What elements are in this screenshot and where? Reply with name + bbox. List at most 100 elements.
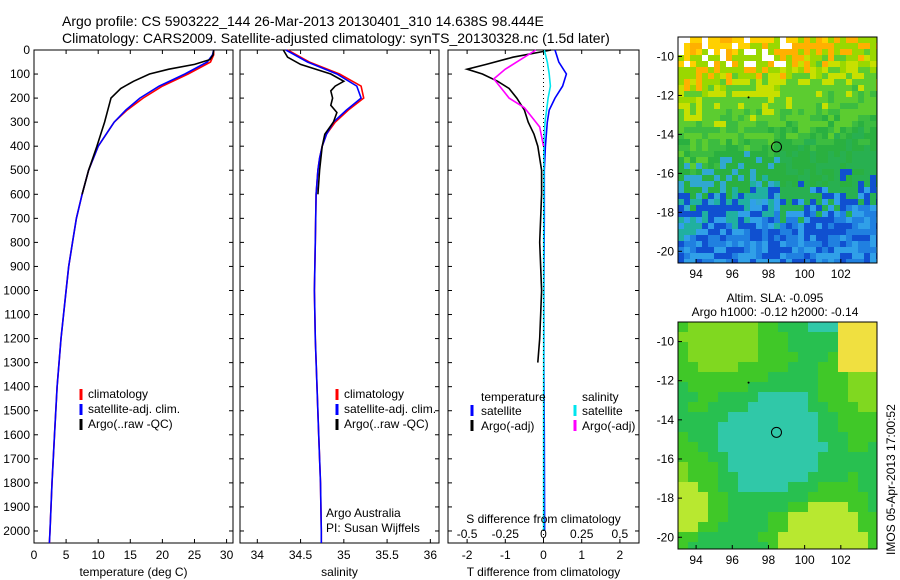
sst_map-cell bbox=[858, 211, 864, 217]
sst_map-cell bbox=[798, 133, 804, 139]
sst_map-cell bbox=[690, 193, 696, 199]
sst_map-cell bbox=[864, 253, 870, 259]
sst_map-cell bbox=[804, 187, 810, 193]
sst_map-cell bbox=[870, 55, 876, 61]
sst_map-ytick-label: -14 bbox=[657, 127, 675, 141]
sst_map-cell bbox=[816, 115, 822, 121]
sla_map-cell bbox=[728, 352, 738, 362]
salinity-xtick-label: 35 bbox=[337, 548, 351, 562]
sst_map-cell bbox=[750, 205, 756, 211]
sst_map-cell bbox=[726, 55, 732, 61]
sst_map-cell bbox=[846, 181, 852, 187]
sst_map-cell bbox=[762, 235, 768, 241]
sla_map-cell bbox=[698, 452, 708, 462]
sla_map-cell bbox=[758, 382, 768, 392]
sst_map-cell bbox=[810, 163, 816, 169]
sla_map-cell bbox=[698, 482, 708, 492]
temperature-legend-label: climatology bbox=[88, 387, 148, 401]
sst_map-cell bbox=[756, 109, 762, 115]
sst_map-cell bbox=[852, 211, 858, 217]
sst_map-cell bbox=[690, 85, 696, 91]
sla_map-cell bbox=[798, 492, 808, 502]
sst_map-cell bbox=[750, 259, 756, 263]
sst_map-cell bbox=[678, 241, 684, 247]
sst_map-cell bbox=[858, 37, 864, 43]
sst_map-cell bbox=[768, 103, 774, 109]
sst_map-cell bbox=[732, 91, 738, 97]
sst_map-cell bbox=[702, 109, 708, 115]
temperature-legend-label: satellite-adj. clim. bbox=[88, 402, 180, 416]
sst_map-cell bbox=[828, 181, 834, 187]
sst_map-cell bbox=[684, 55, 690, 61]
sst_map-cell bbox=[678, 139, 684, 145]
sst_map-cell bbox=[864, 241, 870, 247]
sla_map-cell bbox=[748, 352, 758, 362]
sst_map-cell bbox=[690, 133, 696, 139]
sst_map-cell bbox=[780, 187, 786, 193]
sst_map-cell bbox=[828, 37, 834, 43]
sst_map-cell bbox=[858, 253, 864, 259]
sst_map-cell bbox=[702, 193, 708, 199]
sla_map-cell bbox=[768, 472, 778, 482]
sst_map-cell bbox=[708, 121, 714, 127]
sla_map-cell bbox=[748, 502, 758, 512]
sla_map-cell bbox=[848, 382, 858, 392]
sla_map-cell bbox=[698, 332, 708, 342]
sst_map-cell bbox=[816, 85, 822, 91]
sla_map-heatmap bbox=[678, 322, 877, 549]
sst_map-cell bbox=[828, 253, 834, 259]
sst_map-cell bbox=[684, 133, 690, 139]
sst_map-cell bbox=[870, 259, 876, 263]
sla_map-cell bbox=[688, 462, 698, 472]
sst_map-argo-marker bbox=[770, 141, 782, 153]
sst_map-cell bbox=[756, 49, 762, 55]
sla_map-cell bbox=[808, 352, 818, 362]
sla_map-cell bbox=[828, 532, 838, 542]
sst_map-cell bbox=[708, 67, 714, 73]
sst_map-cell bbox=[684, 241, 690, 247]
sst_map-cell bbox=[864, 109, 870, 115]
sst_map-cell bbox=[762, 217, 768, 223]
sst_map-cell bbox=[732, 49, 738, 55]
sst_map-cell bbox=[702, 217, 708, 223]
sst_map-cell bbox=[822, 163, 828, 169]
sla_map-cell bbox=[678, 472, 688, 482]
sst_map-cell bbox=[870, 163, 876, 169]
sst_map-cell bbox=[732, 157, 738, 163]
sla_map-cell bbox=[868, 332, 877, 342]
sla_map-cell bbox=[858, 462, 868, 472]
sla_map-cell bbox=[678, 392, 688, 402]
sst_map-cell bbox=[732, 139, 738, 145]
sla_map-cell bbox=[678, 462, 688, 472]
sst_map-cell bbox=[822, 91, 828, 97]
sst_map-cell bbox=[732, 103, 738, 109]
sst_map-cell bbox=[696, 145, 702, 151]
sst_map-cell bbox=[840, 157, 846, 163]
sst_map-cell bbox=[816, 175, 822, 181]
sla_map-cell bbox=[858, 452, 868, 462]
depth-tick-label: 900 bbox=[10, 259, 30, 273]
sla_map-cell bbox=[738, 342, 748, 352]
sst_map-cell bbox=[714, 205, 720, 211]
sla_map-cell bbox=[768, 332, 778, 342]
sla_map-cell bbox=[748, 322, 758, 332]
sst_map-cell bbox=[774, 205, 780, 211]
sla_map-cell bbox=[838, 502, 848, 512]
sst_map-cell bbox=[786, 193, 792, 199]
sla_map-cell bbox=[728, 472, 738, 482]
sst_map-cell bbox=[714, 241, 720, 247]
sst_map-cell bbox=[810, 127, 816, 133]
sst_map-cell bbox=[834, 133, 840, 139]
sst_map-cell bbox=[804, 229, 810, 235]
sst_map-cell bbox=[828, 151, 834, 157]
sst_map-cell bbox=[708, 175, 714, 181]
sst_map-cell bbox=[678, 121, 684, 127]
sla_map-cell bbox=[848, 512, 858, 522]
sst_map-cell bbox=[846, 127, 852, 133]
sst_map-cell bbox=[840, 127, 846, 133]
sst_map-cell bbox=[744, 103, 750, 109]
sst_map-cell bbox=[738, 247, 744, 253]
sst_map-cell bbox=[744, 127, 750, 133]
sst_map-cell bbox=[846, 151, 852, 157]
sst_map-cell bbox=[774, 91, 780, 97]
